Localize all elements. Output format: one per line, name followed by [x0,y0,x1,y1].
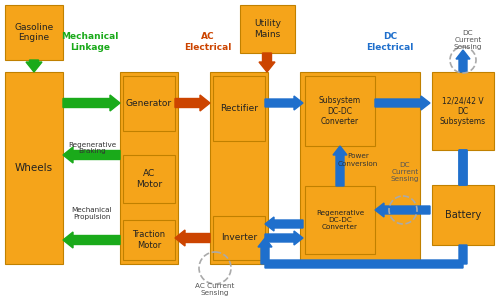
FancyArrow shape [265,96,303,110]
FancyArrow shape [63,95,120,111]
Text: 12/24/42 V
DC
Subsystems: 12/24/42 V DC Subsystems [440,96,486,126]
Text: Mechanical
Propulsion: Mechanical Propulsion [72,206,112,220]
Text: Regenerative
Braking: Regenerative Braking [68,142,116,154]
FancyArrow shape [259,53,275,72]
Bar [123,220,175,260]
Bar [213,76,265,141]
Text: Inverter: Inverter [221,233,257,242]
Text: DC
Electrical: DC Electrical [366,32,414,52]
FancyArrow shape [265,260,463,268]
Bar [240,5,295,53]
Bar [432,185,494,245]
Bar [120,72,178,264]
Bar [305,76,375,146]
Text: Battery: Battery [445,210,481,220]
FancyArrow shape [63,147,120,163]
Text: Subsystem
DC-DC
Converter: Subsystem DC-DC Converter [319,96,361,126]
FancyArrow shape [265,217,303,231]
Bar [123,76,175,131]
Bar [300,72,420,264]
FancyArrow shape [175,95,210,111]
Text: Gasoline
Engine: Gasoline Engine [14,23,54,42]
Text: Generator: Generator [126,99,172,108]
FancyArrow shape [459,150,467,185]
Bar [123,155,175,203]
Text: Mechanical
Linkage: Mechanical Linkage [62,32,118,52]
Text: Utility
Mains: Utility Mains [254,19,281,39]
FancyArrow shape [375,96,430,110]
Text: Regenerative
DC-DC
Converter: Regenerative DC-DC Converter [316,210,364,230]
FancyArrow shape [26,60,42,72]
Text: Wheels: Wheels [15,163,53,173]
FancyArrow shape [258,238,272,264]
FancyArrow shape [459,245,467,264]
FancyArrow shape [63,232,120,248]
FancyArrow shape [456,50,470,72]
FancyArrow shape [459,150,467,185]
FancyArrow shape [265,231,303,245]
Bar [5,72,63,264]
Bar [210,72,268,264]
FancyArrow shape [333,146,347,186]
Bar [5,5,63,60]
Bar [432,72,494,150]
Text: DC
Current
Sensing: DC Current Sensing [454,30,482,50]
Text: AC Current
Sensing: AC Current Sensing [196,284,234,296]
Bar [305,186,375,254]
Text: Rectifier: Rectifier [220,104,258,113]
Text: Traction
Motor: Traction Motor [132,230,166,250]
FancyArrow shape [175,230,210,246]
Bar [213,216,265,260]
FancyArrow shape [375,203,430,217]
Text: Power
Conversion: Power Conversion [338,154,378,166]
Text: DC
Current
Sensing: DC Current Sensing [391,162,419,182]
Text: AC
Motor: AC Motor [136,169,162,189]
Text: AC
Electrical: AC Electrical [184,32,232,52]
